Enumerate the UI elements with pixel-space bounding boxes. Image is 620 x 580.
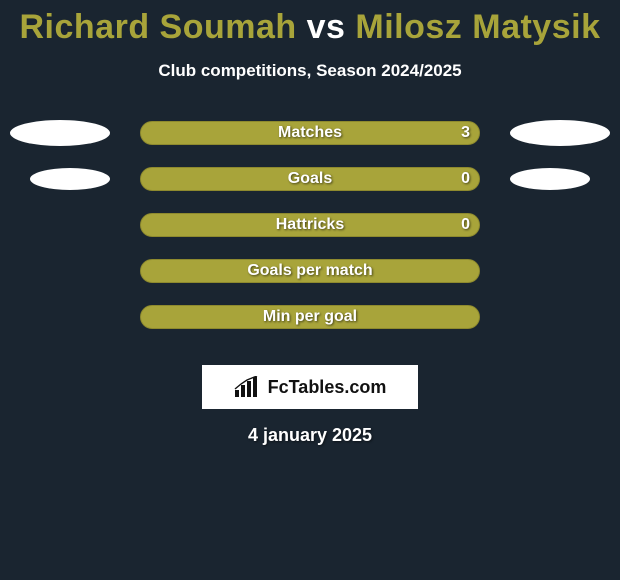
stat-value-right: 0 bbox=[461, 213, 470, 237]
stat-value-right: 0 bbox=[461, 167, 470, 191]
vs-text: vs bbox=[307, 8, 346, 46]
stat-bar bbox=[140, 167, 480, 191]
stat-rows: Matches3Goals0Hattricks0Goals per matchM… bbox=[0, 121, 620, 351]
stat-bar bbox=[140, 305, 480, 329]
player1-marker bbox=[10, 120, 110, 146]
stat-row: Goals per match bbox=[0, 259, 620, 305]
player2-name: Milosz Matysik bbox=[355, 8, 600, 46]
bars-chart-icon bbox=[234, 376, 262, 398]
stat-row: Hattricks0 bbox=[0, 213, 620, 259]
stat-bar bbox=[140, 259, 480, 283]
player1-marker bbox=[30, 168, 110, 190]
player2-marker bbox=[510, 168, 590, 190]
brand-text: FcTables.com bbox=[268, 377, 387, 398]
stat-value-right: 3 bbox=[461, 121, 470, 145]
snapshot-date: 4 january 2025 bbox=[0, 425, 620, 446]
competition-subtitle: Club competitions, Season 2024/2025 bbox=[0, 61, 620, 81]
comparison-title: Richard Soumah vs Milosz Matysik bbox=[0, 0, 620, 47]
stat-bar bbox=[140, 121, 480, 145]
stat-row: Matches3 bbox=[0, 121, 620, 167]
player2-marker bbox=[510, 120, 610, 146]
stat-bar bbox=[140, 213, 480, 237]
stat-row: Min per goal bbox=[0, 305, 620, 351]
stat-row: Goals0 bbox=[0, 167, 620, 213]
brand-badge: FcTables.com bbox=[202, 365, 418, 409]
player1-name: Richard Soumah bbox=[20, 8, 297, 46]
